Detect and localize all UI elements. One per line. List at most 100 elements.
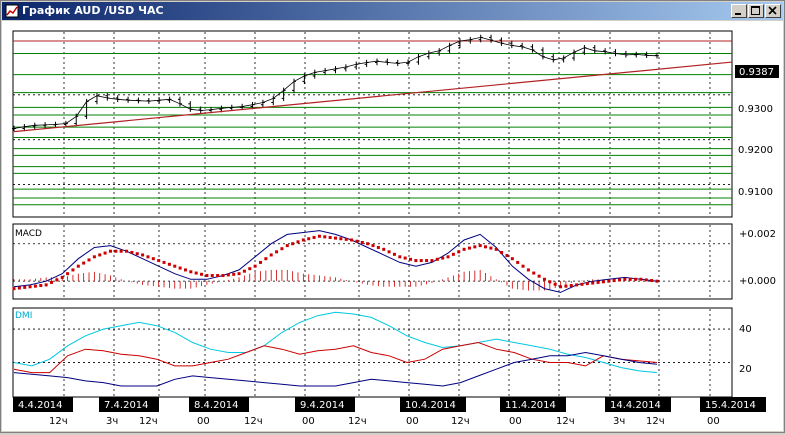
price-tick-label: 0.9100 bbox=[738, 187, 773, 198]
signal-dot bbox=[655, 279, 659, 283]
date-label: 7.4.2014 bbox=[104, 400, 149, 411]
signal-dot bbox=[114, 249, 118, 253]
signal-dot bbox=[489, 246, 493, 250]
signal-dot bbox=[392, 252, 396, 256]
trend-line[interactable] bbox=[13, 61, 733, 133]
signal-dot bbox=[323, 235, 327, 239]
signal-dot bbox=[451, 252, 455, 256]
date-label: 10.4.2014 bbox=[405, 400, 456, 411]
signal-dot bbox=[607, 279, 611, 283]
signal-dot bbox=[419, 259, 423, 263]
signal-dot bbox=[221, 274, 225, 278]
date-label: 8.4.2014 bbox=[194, 400, 239, 411]
signal-dot bbox=[23, 285, 27, 289]
signal-dot bbox=[103, 251, 107, 255]
chart-canvas[interactable]: 0.9387 0.9300 0.9200 0.9100 MACD +0.002 … bbox=[2, 21, 783, 431]
signal-dot bbox=[553, 282, 557, 286]
macd-tick-label: +0.002 bbox=[739, 229, 776, 240]
signal-dot bbox=[291, 242, 295, 246]
signal-dot bbox=[33, 284, 37, 288]
signal-dot bbox=[125, 249, 129, 253]
date-label: 14.4.2014 bbox=[610, 400, 661, 411]
signal-dot bbox=[200, 272, 204, 276]
close-icon bbox=[768, 6, 777, 15]
signal-dot bbox=[435, 257, 439, 261]
signal-dot bbox=[328, 235, 332, 239]
signal-dot bbox=[521, 264, 525, 268]
signal-dot bbox=[50, 280, 54, 284]
signal-dot bbox=[146, 255, 150, 259]
signal-dot bbox=[634, 277, 638, 281]
date-axis: 4.4.2014 7.4.2014 8.4.2014 9.4.2014 10.4… bbox=[13, 397, 766, 412]
signal-dot bbox=[87, 258, 91, 262]
signal-dot bbox=[601, 280, 605, 284]
signal-dot bbox=[484, 245, 488, 249]
maximize-button[interactable] bbox=[748, 4, 764, 18]
signal-dot bbox=[510, 257, 514, 261]
signal-dot bbox=[66, 272, 70, 276]
signal-dot bbox=[398, 255, 402, 259]
price-tick-label: 0.9300 bbox=[738, 104, 773, 115]
signal-dot bbox=[162, 260, 166, 264]
dmi-tick-label: 20 bbox=[739, 364, 752, 375]
signal-dot bbox=[216, 274, 220, 278]
signal-dot bbox=[92, 255, 96, 259]
date-label: 15.4.2014 bbox=[705, 400, 756, 411]
signal-dot bbox=[516, 260, 520, 264]
price-grid bbox=[13, 32, 732, 216]
hour-label: 3ч bbox=[613, 416, 625, 427]
signal-dot bbox=[242, 269, 246, 273]
chart-area[interactable]: 0.9387 0.9300 0.9200 0.9100 MACD +0.002 … bbox=[2, 21, 783, 431]
signal-dot bbox=[403, 256, 407, 260]
signal-dot bbox=[344, 237, 348, 241]
signal-dot bbox=[644, 278, 648, 282]
signal-dot bbox=[457, 250, 461, 254]
signal-dot bbox=[226, 273, 230, 277]
close-button[interactable] bbox=[765, 4, 781, 18]
signal-dot bbox=[414, 259, 418, 263]
signal-dot bbox=[60, 275, 64, 279]
minimize-button[interactable] bbox=[731, 4, 747, 18]
signal-dot bbox=[537, 274, 541, 278]
signal-dot bbox=[173, 264, 177, 268]
price-horizontal-lines bbox=[13, 40, 732, 206]
signal-dot bbox=[628, 277, 632, 281]
signal-dot bbox=[596, 280, 600, 284]
chart-app-icon bbox=[5, 4, 19, 18]
signal-dot bbox=[151, 257, 155, 261]
dmi-minus-line bbox=[13, 351, 658, 387]
hour-label: 00 bbox=[197, 416, 210, 427]
price-tick-label: 0.9200 bbox=[738, 145, 773, 156]
signal-dot bbox=[355, 239, 359, 243]
price-line bbox=[13, 36, 658, 129]
signal-dot bbox=[253, 264, 257, 268]
signal-dot bbox=[478, 244, 482, 248]
hour-label: 12ч bbox=[451, 416, 470, 427]
signal-dot bbox=[548, 280, 552, 284]
dmi-panel-frame bbox=[12, 307, 733, 398]
hour-label: 12ч bbox=[139, 416, 158, 427]
signal-dot bbox=[301, 238, 305, 242]
minimize-icon bbox=[735, 13, 741, 15]
signal-dot bbox=[237, 272, 241, 276]
signal-dot bbox=[248, 267, 252, 271]
title-bar[interactable]: График AUD /USD ЧАС bbox=[2, 2, 783, 20]
signal-dot bbox=[98, 253, 102, 257]
signal-dot bbox=[569, 284, 573, 288]
signal-dot bbox=[650, 279, 654, 283]
signal-dot bbox=[334, 236, 337, 240]
current-price-label: 0.9387 bbox=[739, 67, 774, 78]
dmi-plus-line bbox=[13, 341, 658, 374]
macd-histogram bbox=[13, 269, 636, 291]
signal-dot bbox=[55, 278, 59, 282]
signal-dot bbox=[317, 234, 321, 238]
hour-axis: 12ч 3ч 12ч 00 12ч 00 12ч 00 12ч 00 12ч 3… bbox=[49, 416, 720, 427]
signal-dot bbox=[130, 250, 134, 254]
current-price-box bbox=[735, 65, 779, 78]
hour-label: 12ч bbox=[348, 416, 367, 427]
hour-label: 00 bbox=[406, 416, 419, 427]
signal-dot bbox=[564, 284, 568, 288]
window-title: График AUD /USD ЧАС bbox=[22, 4, 164, 17]
signal-dot bbox=[617, 278, 621, 282]
signal-dot bbox=[285, 244, 289, 248]
